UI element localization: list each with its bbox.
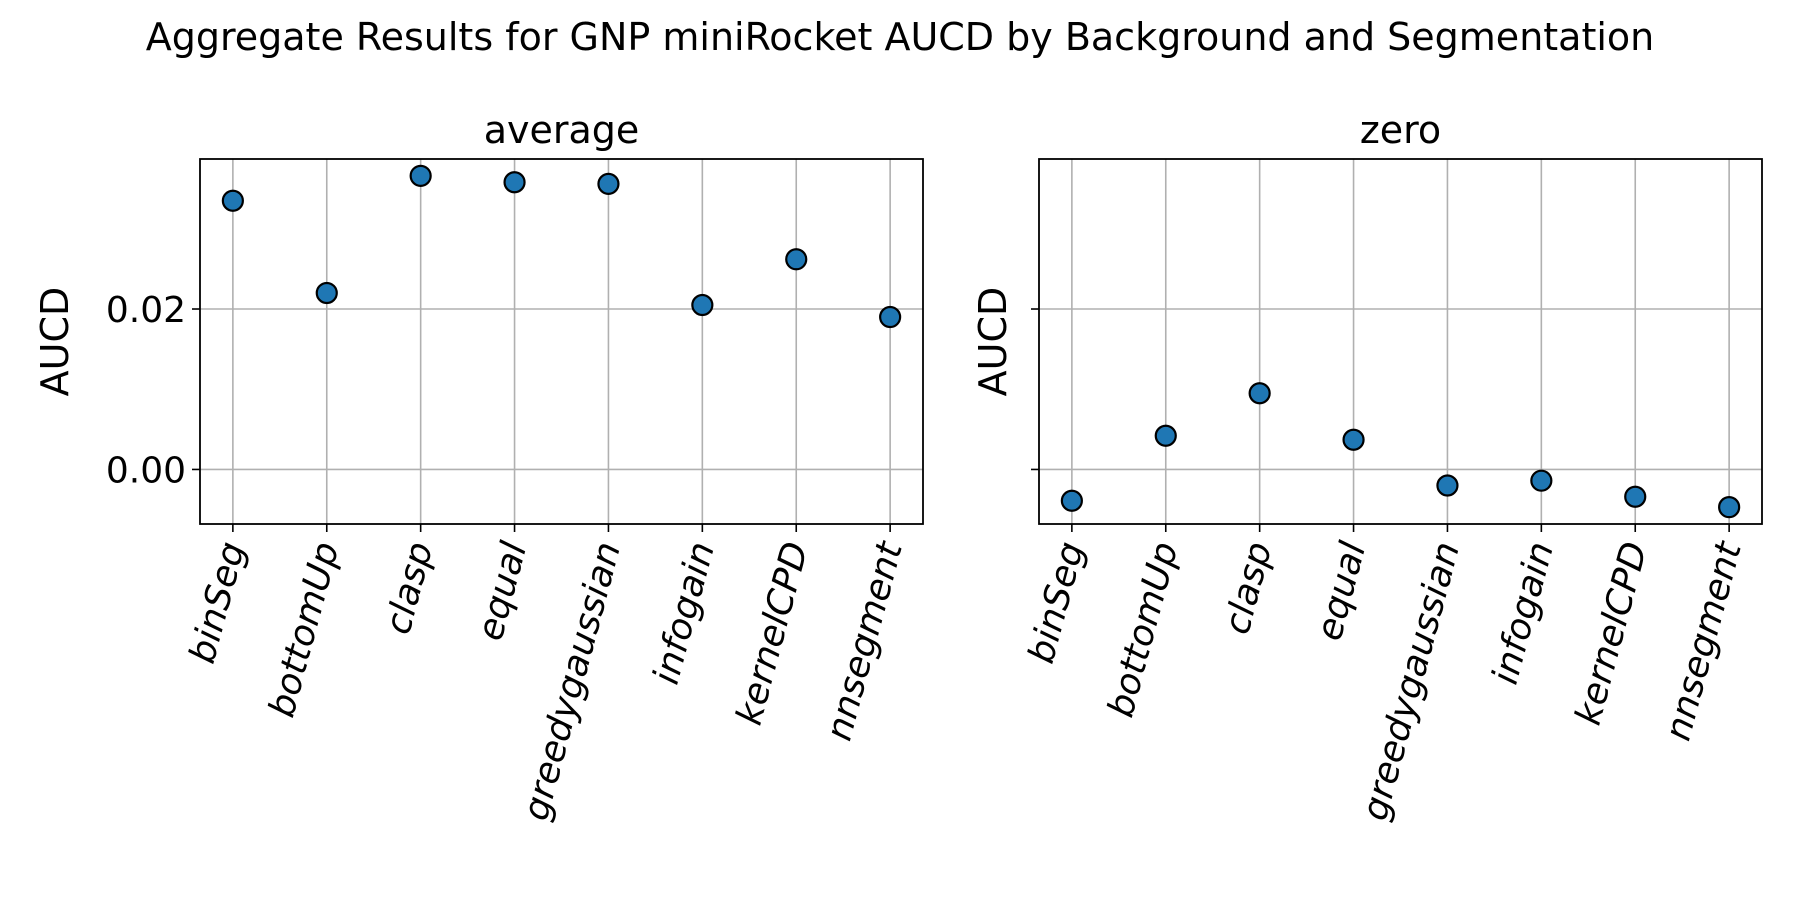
subplot-average: 0.00 0.02 average AUCD binSeg bottomUp clasp eq… xyxy=(33,108,924,825)
data-point-kernelCPD xyxy=(785,248,808,271)
data-point-kernelCPD xyxy=(1624,485,1647,508)
x-tick-label: clasp xyxy=(1217,538,1281,639)
figure-title: Aggregate Results for GNP miniRocket AUC… xyxy=(146,15,1655,59)
axes-frame xyxy=(199,158,924,525)
subplot-title: zero xyxy=(1360,108,1441,152)
y-axis-label: AUCD xyxy=(33,287,77,397)
data-point-equal xyxy=(1342,428,1365,451)
axes-frame xyxy=(1038,158,1763,525)
data-point-bottomUp xyxy=(315,281,338,305)
data-point-clasp xyxy=(1248,382,1271,405)
y-axis-label: AUCD xyxy=(971,287,1015,397)
data-point-equal xyxy=(503,171,526,194)
data-point-greedygaussian xyxy=(597,172,620,195)
x-tick-label: infogain xyxy=(1485,538,1562,689)
x-tick-label: clasp xyxy=(378,538,442,639)
x-tick-label: equal xyxy=(470,538,535,645)
subplot-zero: zero AUCD binSeg bottomUp clasp equalgreedyga… xyxy=(971,108,1763,825)
subplot-title: average xyxy=(484,108,640,152)
data-point-greedygaussian xyxy=(1436,474,1459,497)
x-tick-label: nnsegment xyxy=(1658,536,1751,745)
data-point-nnsegment xyxy=(1718,496,1741,519)
x-tick-label: greedygaussian xyxy=(1354,538,1468,825)
data-point-binSeg xyxy=(1060,489,1083,512)
data-point-infogain xyxy=(1530,469,1553,492)
x-tick-label: kernelCPD xyxy=(729,538,817,730)
x-tick-label: binSeg xyxy=(1021,538,1093,668)
data-point-bottomUp xyxy=(1154,424,1177,447)
x-tick-label: bottomUp xyxy=(261,538,347,722)
x-tick-label: kernelCPD xyxy=(1568,538,1656,730)
y-tick-label: 0.00 xyxy=(106,450,186,491)
data-point-nnsegment xyxy=(879,305,902,329)
data-point-binSeg xyxy=(221,189,244,212)
y-tick-label: 0.02 xyxy=(106,290,186,331)
data-point-infogain xyxy=(691,293,714,317)
x-tick-label: bottomUp xyxy=(1100,538,1186,722)
x-tick-label: binSeg xyxy=(182,538,254,668)
x-tick-label: infogain xyxy=(646,538,723,689)
x-tick-label: equal xyxy=(1309,538,1374,645)
x-tick-label: nnsegment xyxy=(819,536,912,745)
x-tick-label: greedygaussian xyxy=(515,538,629,825)
data-point-clasp xyxy=(409,164,432,187)
